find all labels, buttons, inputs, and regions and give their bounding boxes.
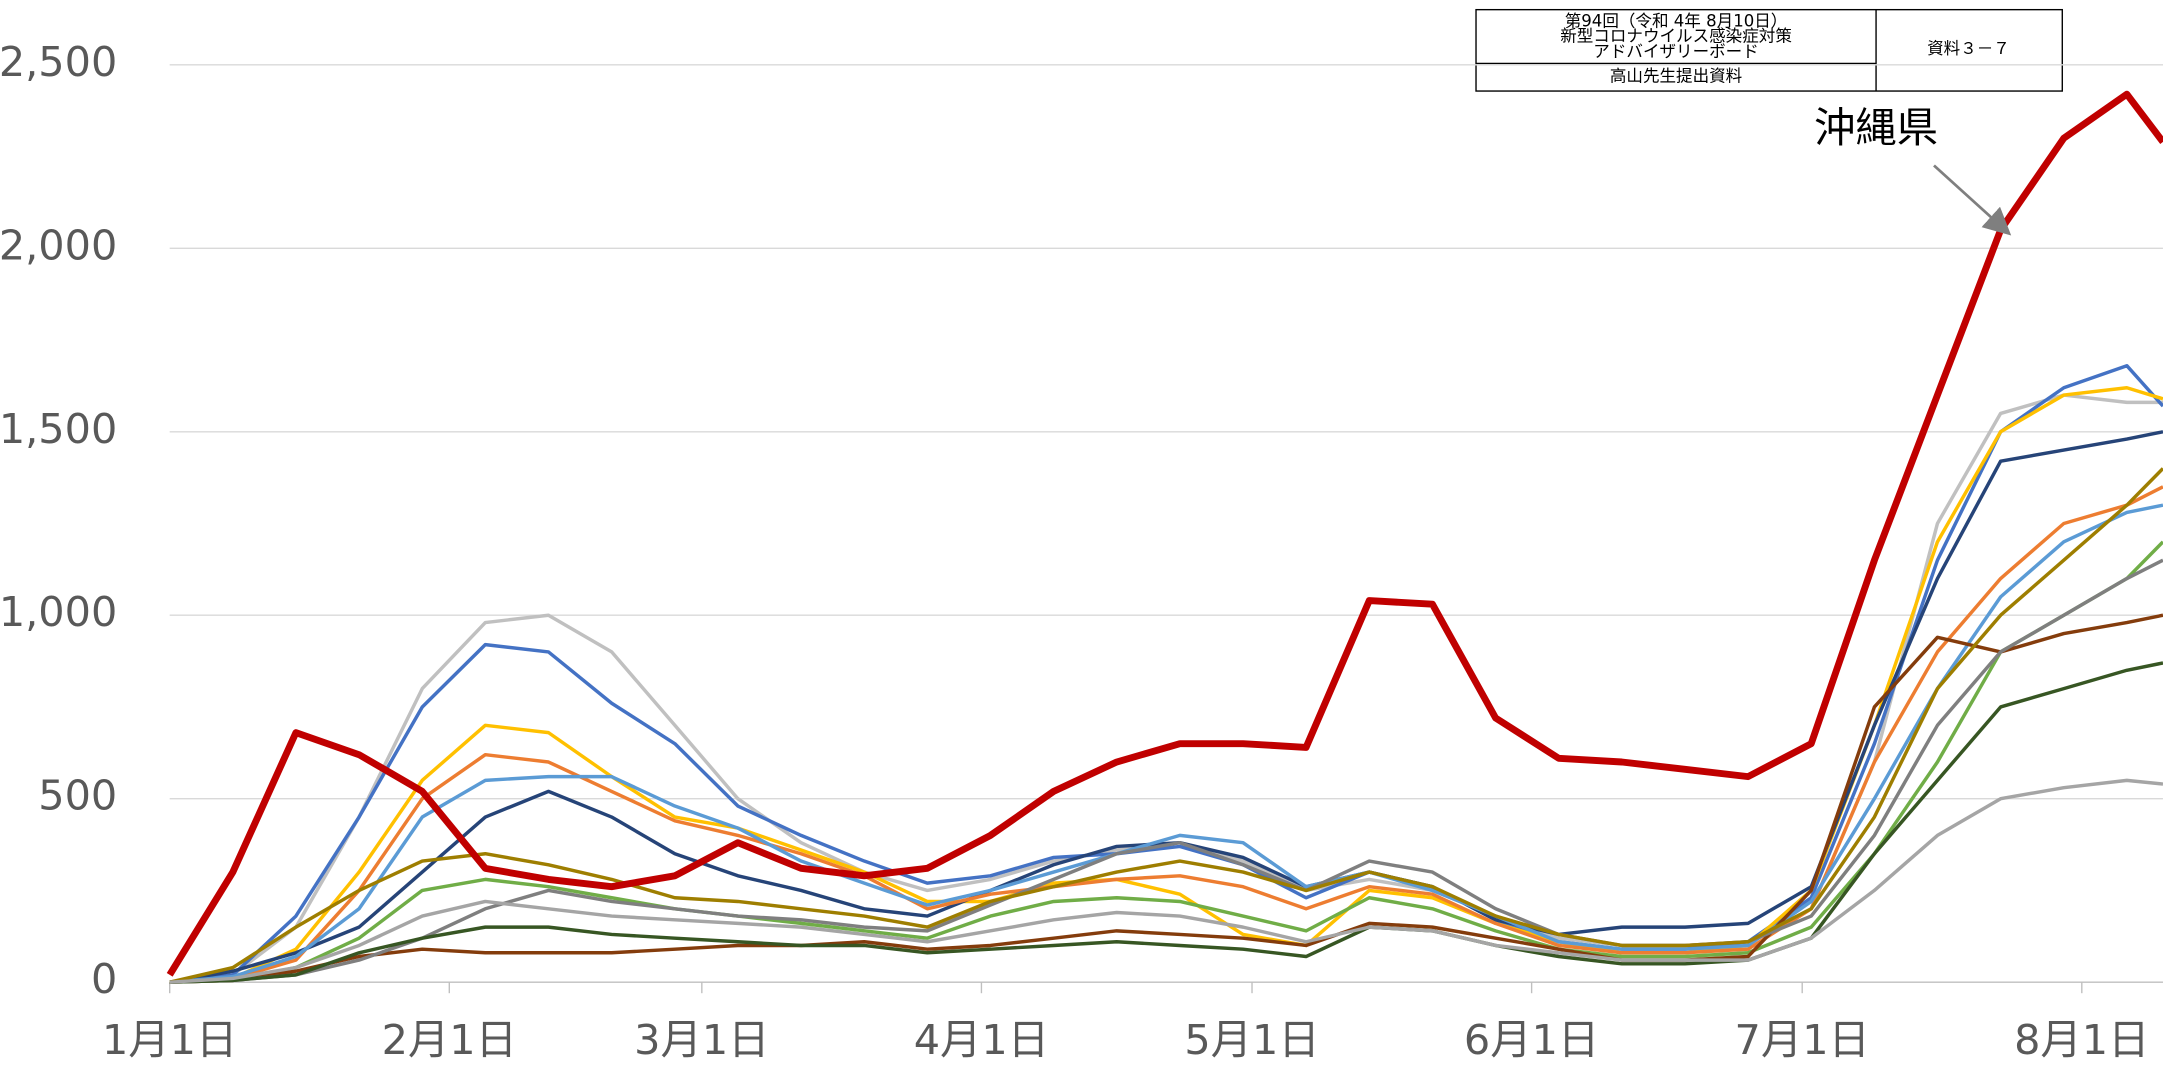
series-line [166,90,2163,977]
y-tick-label: 1,500 [0,405,117,453]
x-tick-label: 4月1日 [914,1016,1049,1064]
x-tick-label: 2月1日 [382,1016,517,1064]
series-line [169,503,2163,984]
annotation: 沖縄県 [1814,104,1938,152]
x-tick-label: 1月1日 [102,1016,237,1064]
y-tick-label: 2,500 [0,38,117,86]
y-tick-label: 500 [38,772,117,820]
series-line [169,393,2163,984]
series-line [169,540,2163,984]
y-tick-label: 0 [91,955,117,1003]
header-line: アドバイザリーボード [1593,42,1758,61]
series-line [169,778,2163,984]
x-tick-label: 3月1日 [634,1016,769,1064]
series-line [169,613,2163,984]
series-line [169,363,2163,984]
x-tick-label: 8月1日 [2014,1016,2149,1064]
x-tick-label: 7月1日 [1735,1016,1870,1064]
header-frame [1475,8,2063,92]
grid: 0 500 1,000 1,500 2,000 2,500 1月1日 2月1日 3月1日 4月1日… [0,38,2163,1064]
series-line [169,467,2163,984]
x-tick-label: 6月1日 [1464,1016,1599,1064]
x-tick-label: 5月1日 [1184,1016,1319,1064]
y-tick-label: 2,000 [0,221,117,269]
header-footer: 高山先生提出資料 [1610,67,1742,86]
header-line: 第94回（令和 4年 8月10日） [1565,12,1788,31]
series-line [169,661,2163,984]
header-line: 新型コロナウイルス感染症対策 [1560,27,1792,46]
doc-id: 資料３－７ [1927,39,2010,58]
annotation-arrow [1933,164,2012,236]
header-box: 第94回（令和 4年 8月10日） 新型コロナウイルス感染症対策 アドバイザリー… [1475,8,2063,92]
series-line [169,485,2163,984]
lines [166,90,2163,984]
y-tick-label: 1,000 [0,588,117,636]
series-line [169,386,2163,984]
